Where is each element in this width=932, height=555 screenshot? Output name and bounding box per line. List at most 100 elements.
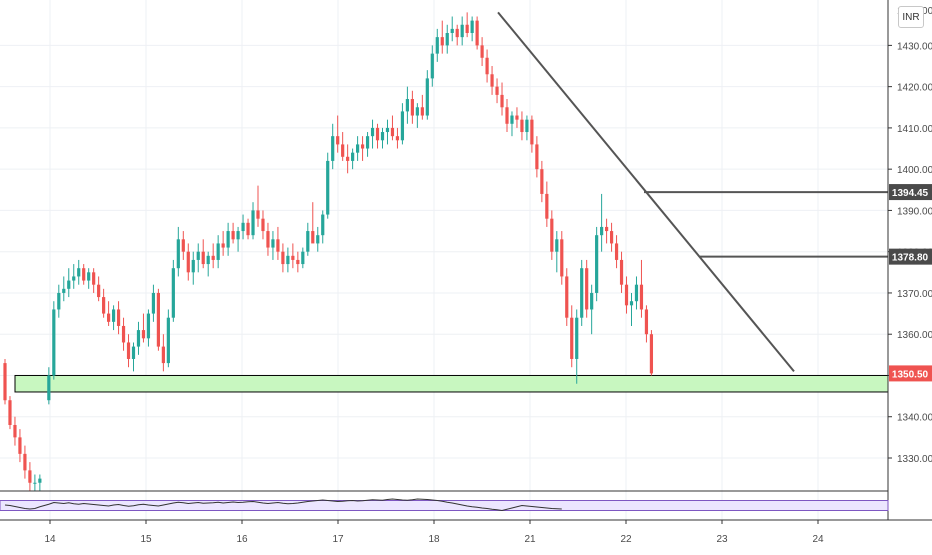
- candle: [505, 99, 509, 133]
- candle: [291, 243, 295, 269]
- last-price-label: 1350.50: [892, 369, 929, 380]
- rsi-line: [4, 498, 562, 512]
- candle-body: [176, 239, 180, 269]
- candle: [3, 358, 7, 405]
- candle: [629, 292, 634, 326]
- candle: [331, 123, 335, 170]
- candle: [186, 243, 190, 281]
- candle-body: [425, 78, 429, 116]
- candle: [206, 251, 210, 277]
- candle: [311, 202, 315, 244]
- time-tick-label: 17: [332, 534, 344, 545]
- candle-body: [629, 301, 634, 306]
- candle-body: [201, 251, 205, 265]
- candle: [440, 20, 444, 54]
- candle: [236, 226, 240, 252]
- candle-body: [341, 144, 345, 157]
- candle-body: [102, 297, 106, 314]
- candle: [261, 210, 265, 240]
- time-tick-label: 16: [236, 534, 248, 545]
- candle-body: [590, 292, 594, 310]
- candle: [435, 28, 439, 62]
- candle-body: [236, 231, 240, 240]
- candle: [216, 235, 220, 269]
- candle-body: [151, 292, 156, 314]
- candle: [614, 235, 619, 269]
- candle-body: [510, 115, 514, 124]
- candle: [570, 305, 574, 368]
- candle-body: [395, 136, 400, 141]
- candle: [525, 115, 529, 141]
- price-tick-label: 1420.00: [897, 83, 932, 94]
- price-tick-label: 1330.00: [897, 454, 932, 465]
- candle: [530, 115, 534, 153]
- candle: [161, 334, 165, 372]
- candle: [321, 210, 325, 244]
- candle-body: [370, 127, 375, 137]
- candle: [121, 317, 126, 351]
- candle: [565, 268, 569, 326]
- candle: [510, 111, 514, 137]
- candle: [425, 70, 429, 120]
- candle: [231, 222, 235, 244]
- price-tick-label: 1400.00: [897, 165, 932, 176]
- candle-body: [520, 119, 524, 133]
- candle-body: [281, 251, 285, 265]
- candle: [246, 218, 250, 240]
- level-label-bg: [889, 184, 932, 201]
- candle: [77, 259, 81, 285]
- candle-body: [23, 453, 27, 471]
- candle: [460, 16, 464, 46]
- price-tick-label: 1430.00: [897, 41, 932, 52]
- candle: [465, 12, 469, 38]
- candle: [450, 16, 454, 42]
- candle: [480, 37, 484, 67]
- candle-body: [211, 255, 215, 260]
- candle-body: [585, 268, 589, 310]
- candle-body: [241, 222, 245, 232]
- candle-body: [181, 239, 185, 252]
- candle: [580, 259, 584, 326]
- price-tick-label: 1410.00: [897, 124, 932, 135]
- candle-body: [555, 239, 559, 252]
- candle-body: [505, 107, 509, 124]
- candle-body: [380, 132, 385, 141]
- candle: [495, 78, 499, 104]
- candle-body: [580, 268, 584, 318]
- candle: [8, 396, 12, 430]
- currency-badge[interactable]: INR: [898, 6, 924, 28]
- candle-body: [146, 313, 151, 339]
- candle: [326, 152, 330, 219]
- candle: [296, 251, 300, 273]
- candle: [171, 259, 175, 322]
- candle-body: [251, 210, 255, 236]
- candle-body: [186, 251, 190, 273]
- candle-body: [136, 330, 141, 347]
- candle-body: [311, 231, 315, 244]
- candle-body: [365, 136, 370, 149]
- candle-body: [326, 160, 330, 215]
- candle: [151, 284, 156, 322]
- candle-body: [77, 268, 81, 277]
- candle: [38, 474, 42, 491]
- candle-body: [410, 99, 414, 116]
- candle: [470, 16, 474, 42]
- candle-body: [107, 313, 111, 322]
- candle: [380, 127, 385, 149]
- grid-lines: [0, 0, 888, 520]
- candle: [550, 210, 554, 260]
- candle-body: [400, 111, 405, 141]
- candle-body: [570, 317, 574, 359]
- candle: [600, 193, 604, 252]
- candle: [360, 136, 365, 161]
- candle-body: [87, 272, 91, 281]
- candle: [211, 243, 215, 269]
- price-axis-bg: [888, 0, 932, 491]
- candle: [266, 222, 270, 256]
- candle-body: [72, 276, 76, 281]
- candle-body: [171, 268, 175, 318]
- candle: [385, 119, 390, 145]
- candle-body: [216, 243, 220, 260]
